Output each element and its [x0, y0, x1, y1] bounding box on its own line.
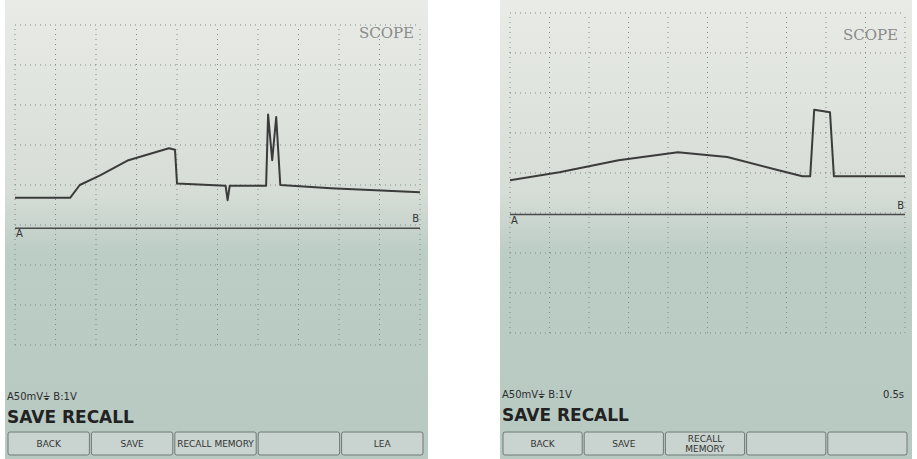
soft-key [747, 432, 826, 455]
photo: A B SCOPE A50mV⏚ B:1V SAVE RECALL BACK SAVE REC… [0, 0, 917, 459]
traces [510, 110, 905, 215]
soft-key-label: SAVE [612, 439, 636, 449]
soft-key [503, 432, 582, 455]
soft-key-label: SAVE [120, 439, 144, 449]
status: A50mV⏚ B:1V [502, 389, 572, 400]
grid-line [177, 25, 178, 345]
traces [15, 115, 420, 229]
scope-screen: A B SCOPE A50mV⏚ B:1V 0.5s SAVE RECALL BACK SAV… [500, 0, 912, 459]
grid-line [15, 145, 420, 146]
soft-key [584, 432, 663, 455]
screen-background [5, 0, 428, 459]
grid-line [510, 93, 905, 94]
soft-key [828, 432, 907, 455]
grid-line [15, 225, 420, 226]
grid-line [510, 293, 905, 294]
channel-label: A [511, 215, 518, 226]
grid-line [15, 105, 420, 106]
status: A50mV⏚ B:1V [7, 391, 77, 402]
soft-key [258, 432, 339, 455]
grid-line [707, 13, 708, 333]
soft-key [91, 432, 172, 455]
soft-key-label: RECALLMEMORY [685, 434, 725, 454]
trace [510, 214, 905, 216]
grid-line [15, 65, 420, 66]
grid-line [510, 213, 905, 214]
soft-key-line: MEMORY [685, 444, 725, 454]
grid-line [510, 13, 905, 14]
grid-line [15, 305, 420, 306]
timebase: 0.5s [883, 389, 904, 400]
grid-line [747, 13, 748, 333]
screen-title: SCOPE [359, 24, 414, 42]
menu-title: SAVE RECALL [502, 405, 629, 425]
grid-line [510, 53, 905, 54]
menu-title: SAVE RECALL [7, 407, 134, 427]
grid-line [136, 25, 137, 345]
grid-line [589, 13, 590, 333]
soft-key-label: LEA [374, 439, 392, 449]
channel-label: B [412, 213, 419, 224]
grid-line [510, 133, 905, 134]
soft-key [175, 432, 256, 455]
trace [510, 110, 905, 180]
trace [15, 227, 420, 229]
grid-line [668, 13, 669, 333]
grid-line [15, 345, 420, 346]
soft-key [8, 432, 89, 455]
channel-label: B [897, 200, 904, 211]
grid-line [510, 253, 905, 254]
soft-key-label: BACK [37, 439, 62, 449]
grid-line [298, 25, 299, 345]
grid-line [339, 25, 340, 345]
grid-line [628, 13, 629, 333]
soft-key [665, 432, 744, 455]
soft-key [342, 432, 423, 455]
grid-line [15, 265, 420, 266]
grid-line [510, 173, 905, 174]
soft-key-label: BACK [530, 439, 555, 449]
soft-key-label: RECALL MEMORY [177, 439, 254, 449]
scope-screen: A B SCOPE A50mV⏚ B:1V SAVE RECALL BACK SAVE REC… [5, 0, 428, 459]
trace [15, 115, 420, 201]
screen-title: SCOPE [843, 26, 898, 44]
grid-line [379, 25, 380, 345]
screen-background [500, 0, 912, 459]
soft-key-line: RECALL [688, 434, 722, 444]
channel-label: A [16, 228, 23, 239]
grid-line [510, 333, 905, 334]
